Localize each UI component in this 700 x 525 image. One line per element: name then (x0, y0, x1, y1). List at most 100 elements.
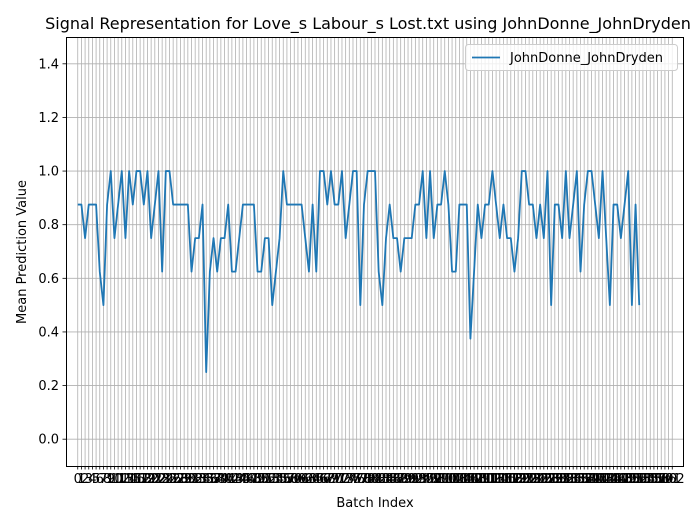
x-tick-label: 81 (367, 472, 384, 487)
x-tick-label: 140 (579, 472, 604, 487)
x-tick-label: 87 (389, 472, 406, 487)
x-tick-label: 14 (121, 472, 138, 487)
x-tick-label: 16 (128, 472, 145, 487)
x-tick-label: 9 (107, 472, 115, 487)
chart-title: Signal Representation for Love_s Labour_… (45, 14, 691, 34)
x-tick-label: 75 (345, 472, 362, 487)
x-tick-label: 65 (308, 472, 325, 487)
x-tick-label: 51 (257, 472, 274, 487)
x-tick-label: 92 (407, 472, 424, 487)
x-tick-label: 86 (385, 472, 402, 487)
x-tick-label: 100 (432, 472, 457, 487)
x-tick-label: 103 (443, 472, 468, 487)
x-tick-label: 117 (495, 472, 520, 487)
x-tick-label: 2 (81, 472, 89, 487)
x-tick-label: 99 (433, 472, 450, 487)
x-tick-label: 54 (268, 472, 285, 487)
x-tick-label: 160 (653, 472, 678, 487)
x-tick-label: 120 (506, 472, 531, 487)
x-tick-label: 52 (260, 472, 277, 487)
x-tick-label: 6 (96, 472, 104, 487)
x-tick-label: 94 (414, 472, 431, 487)
y-tick-label: 0.4 (38, 325, 59, 340)
y-axis-label: Mean Prediction Value (15, 180, 30, 324)
x-tick-label: 21 (147, 472, 164, 487)
x-tick-label: 126 (528, 472, 553, 487)
x-tick-label: 43 (227, 472, 244, 487)
x-tick-label: 55 (271, 472, 288, 487)
x-tick-label: 68 (319, 472, 336, 487)
x-tick-label: 82 (370, 472, 387, 487)
x-tick-label: 67 (315, 472, 332, 487)
x-tick-label: 102 (440, 472, 465, 487)
x-tick-label: 122 (513, 472, 538, 487)
x-tick-label: 19 (139, 472, 156, 487)
x-tick-label: 96 (422, 472, 439, 487)
x-tick-label: 79 (359, 472, 376, 487)
x-tick-label: 161 (656, 472, 681, 487)
x-tick-label: 24 (158, 472, 175, 487)
x-tick-label: 125 (524, 472, 549, 487)
x-tick-label: 131 (546, 472, 571, 487)
x-tick-label: 155 (634, 472, 659, 487)
x-tick-label: 0 (74, 472, 82, 487)
x-tick-label: 154 (630, 472, 655, 487)
x-tick-label: 141 (583, 472, 608, 487)
x-tick-label: 11 (110, 472, 127, 487)
y-tick-label: 1.0 (38, 165, 59, 180)
x-tick-label: 41 (220, 472, 237, 487)
x-tick-label: 44 (231, 472, 248, 487)
x-tick-label: 58 (282, 472, 299, 487)
legend-box (465, 44, 678, 71)
x-tick-label: 162 (660, 472, 685, 487)
x-tick-label: 115 (487, 472, 512, 487)
x-tick-label: 144 (594, 472, 619, 487)
x-tick-label: 17 (132, 472, 149, 487)
x-tick-label: 105 (451, 472, 476, 487)
x-tick-label: 107 (458, 472, 483, 487)
x-axis-label: Batch Index (336, 496, 414, 511)
x-tick-label: 136 (564, 472, 589, 487)
x-axis: 0123456789101112131415161718192021222324… (74, 466, 685, 487)
x-tick-label: 106 (454, 472, 479, 487)
x-tick-label: 36 (202, 472, 219, 487)
x-tick-label: 40 (216, 472, 233, 487)
x-tick-label: 159 (649, 472, 674, 487)
x-tick-label: 135 (561, 472, 586, 487)
x-tick-label: 147 (605, 472, 630, 487)
x-tick-label: 83 (374, 472, 391, 487)
x-tick-label: 35 (198, 472, 215, 487)
x-tick-label: 8 (103, 472, 111, 487)
x-tick-label: 20 (143, 472, 160, 487)
x-tick-label: 26 (165, 472, 182, 487)
x-tick-label: 70 (326, 472, 343, 487)
x-tick-label: 153 (627, 472, 652, 487)
series-line (77, 170, 641, 374)
x-tick-label: 47 (242, 472, 259, 487)
x-tick-label: 150 (616, 472, 641, 487)
x-tick-label: 48 (246, 472, 263, 487)
x-tick-label: 23 (154, 472, 171, 487)
x-tick-label: 5 (92, 472, 100, 487)
x-tick-label: 1 (77, 472, 85, 487)
x-tick-label: 42 (224, 472, 241, 487)
x-tick-label: 49 (249, 472, 266, 487)
x-tick-label: 119 (502, 472, 527, 487)
x-tick-label: 97 (425, 472, 442, 487)
x-tick-label: 95 (418, 472, 435, 487)
x-tick-label: 88 (392, 472, 409, 487)
x-tick-label: 45 (235, 472, 252, 487)
x-tick-label: 25 (161, 472, 178, 487)
x-tick-label: 98 (429, 472, 446, 487)
x-tick-label: 30 (180, 472, 197, 487)
x-tick-label: 46 (238, 472, 255, 487)
x-tick-label: 3 (85, 472, 93, 487)
x-tick-label: 63 (301, 472, 318, 487)
y-tick-label: 0.2 (38, 379, 59, 394)
x-tick-label: 56 (275, 472, 292, 487)
x-tick-label: 130 (542, 472, 567, 487)
x-tick-label: 109 (465, 472, 490, 487)
x-tick-label: 139 (575, 472, 600, 487)
grid-lines (66, 37, 684, 466)
